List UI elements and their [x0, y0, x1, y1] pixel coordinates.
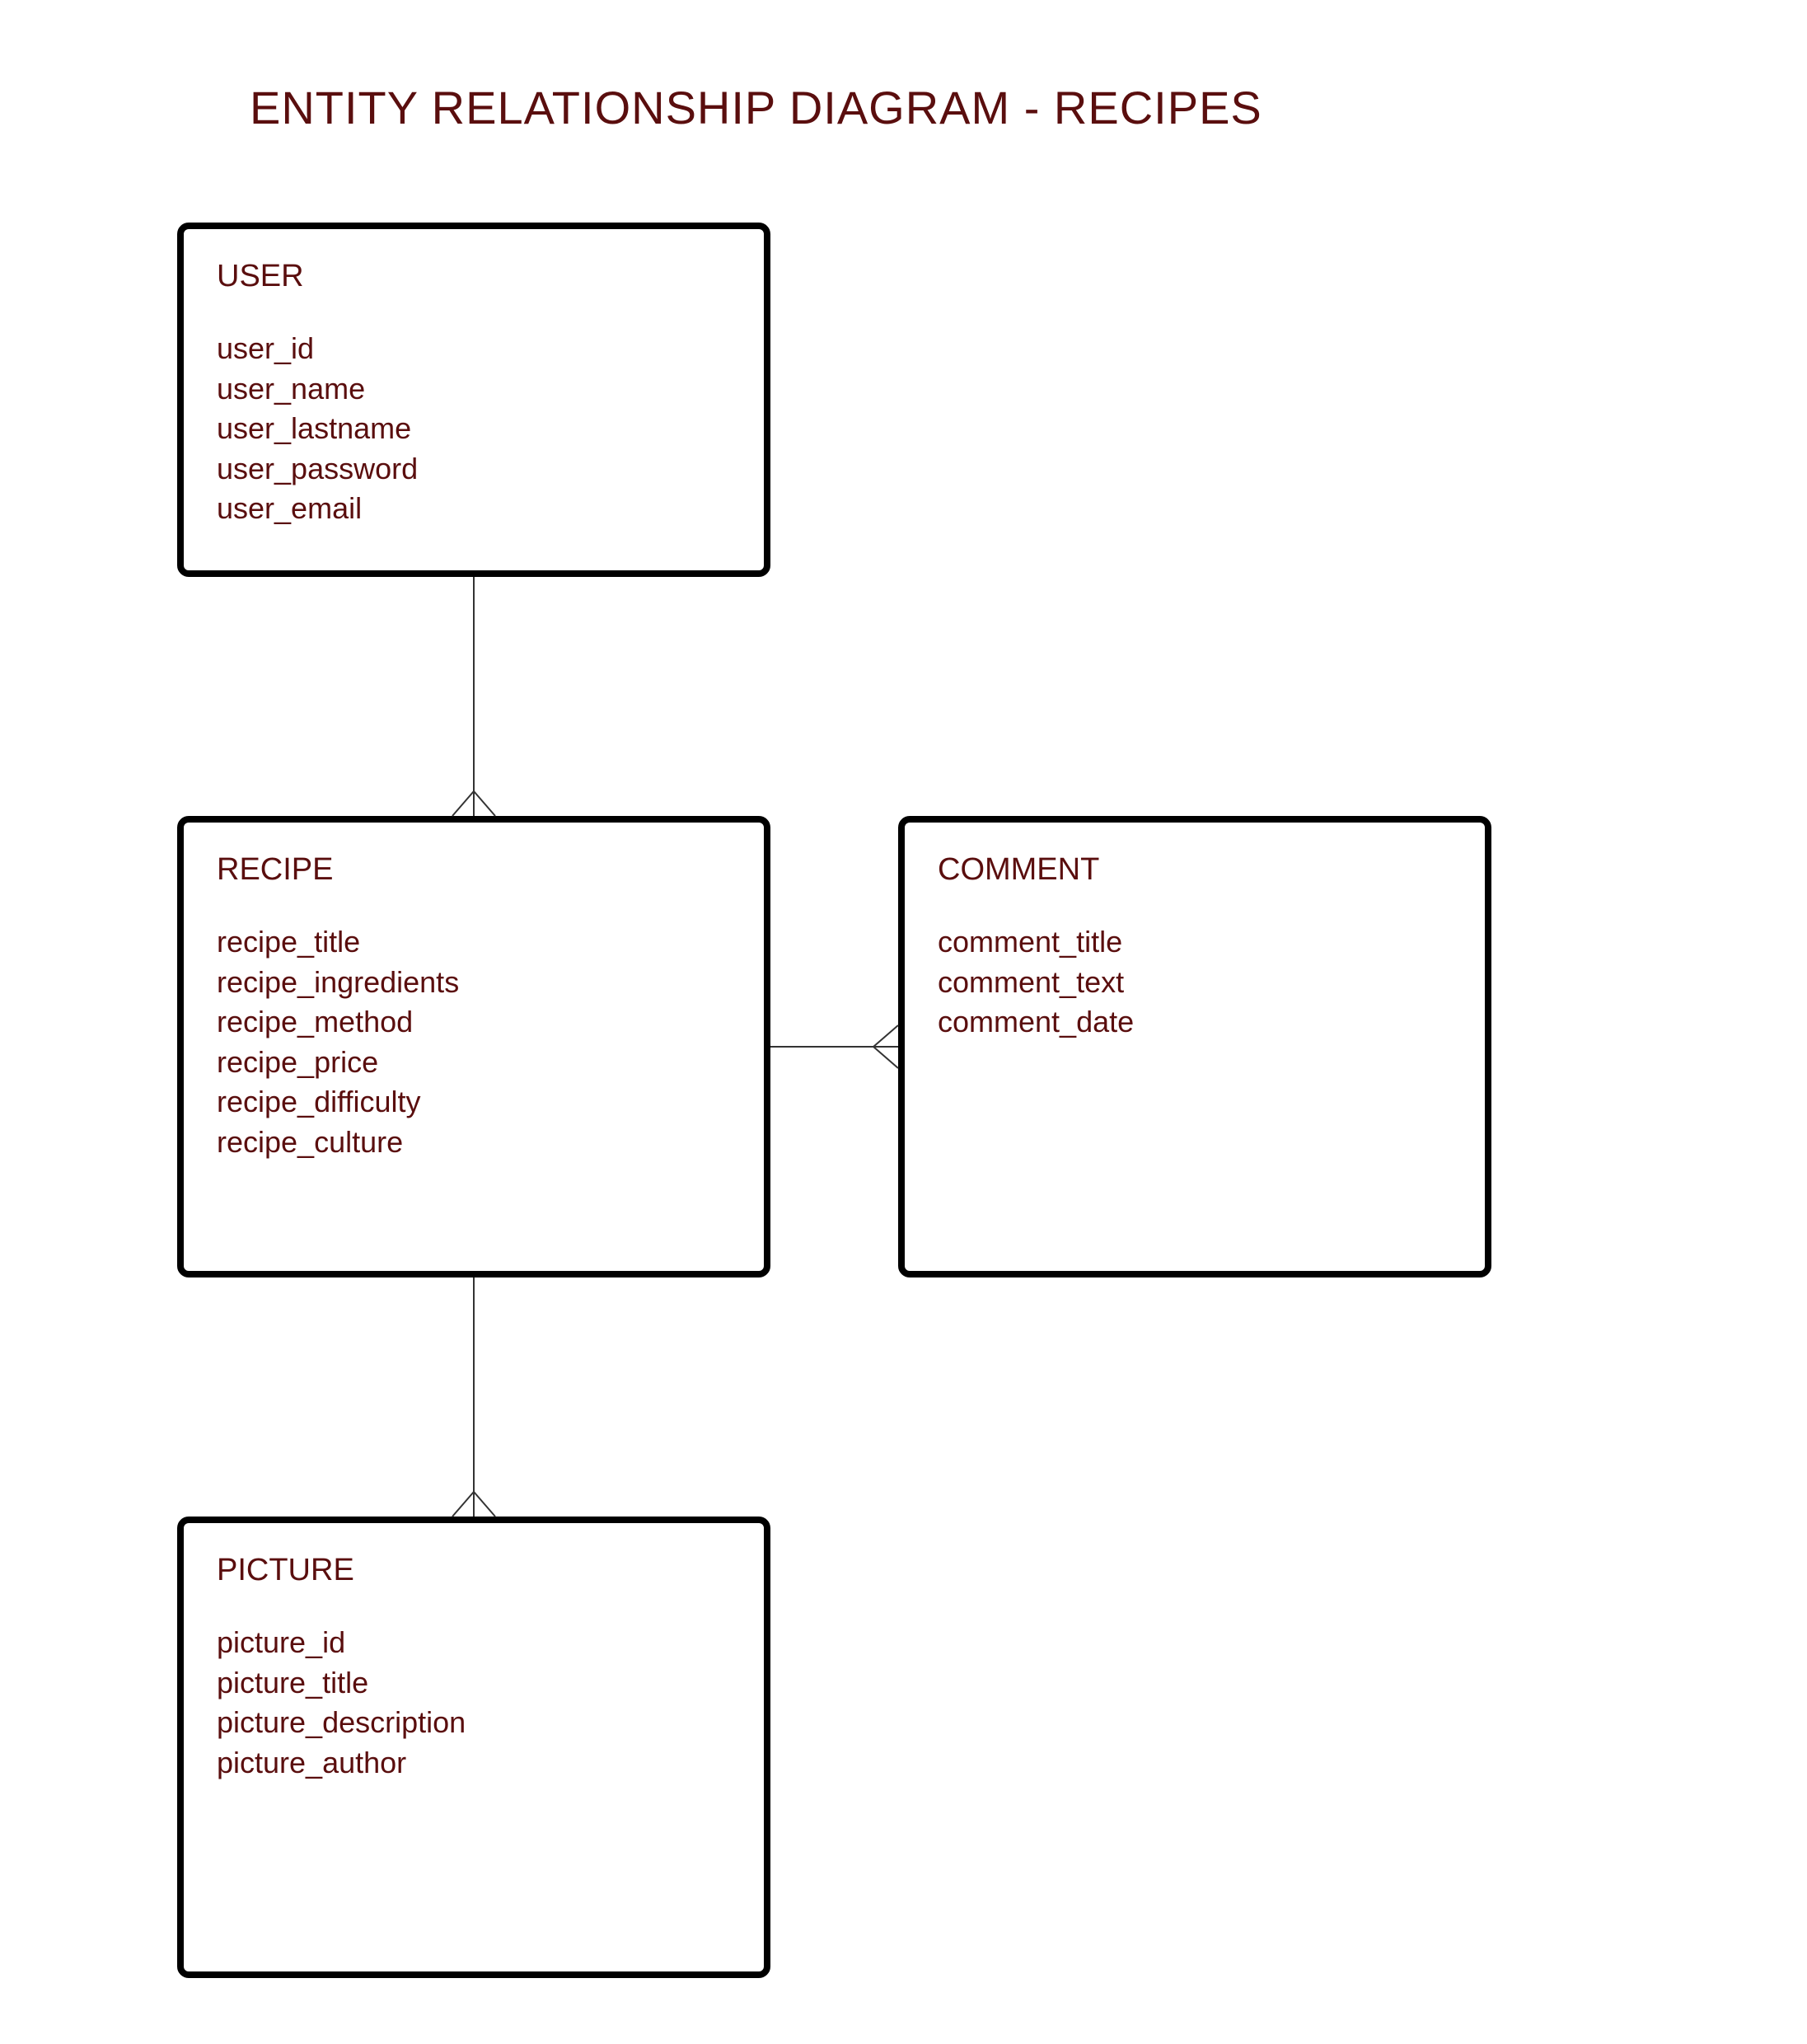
entity-picture-attrs: picture_idpicture_titlepicture_descripti…	[217, 1623, 731, 1783]
entity-comment-name: COMMENT	[938, 852, 1452, 888]
diagram-title: ENTITY RELATIONSHIP DIAGRAM - RECIPES	[250, 81, 1262, 134]
entity-user-name: USER	[217, 259, 731, 294]
entity-user-attrs: user_iduser_nameuser_lastnameuser_passwo…	[217, 329, 731, 529]
entity-user: USER user_iduser_nameuser_lastnameuser_p…	[177, 223, 770, 577]
entity-recipe: RECIPE recipe_titlerecipe_ingredientsrec…	[177, 816, 770, 1278]
entity-comment: COMMENT comment_titlecomment_textcomment…	[898, 816, 1491, 1278]
entity-recipe-name: RECIPE	[217, 852, 731, 888]
entity-comment-attrs: comment_titlecomment_textcomment_date	[938, 922, 1452, 1043]
entity-picture-name: PICTURE	[217, 1553, 731, 1588]
entity-picture: PICTURE picture_idpicture_titlepicture_d…	[177, 1517, 770, 1978]
entity-recipe-attrs: recipe_titlerecipe_ingredientsrecipe_met…	[217, 922, 731, 1163]
